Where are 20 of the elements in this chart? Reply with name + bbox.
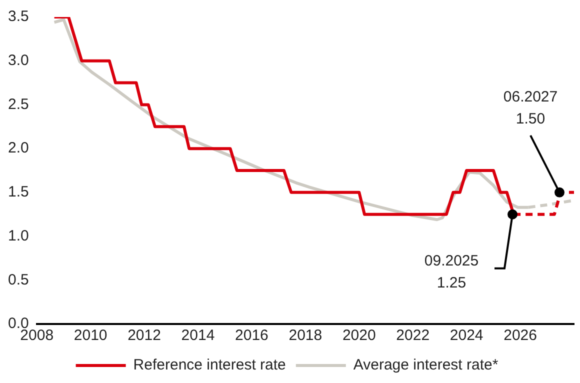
y-tick-label: 3.0	[8, 52, 29, 69]
x-tick-label: 2024	[450, 327, 484, 344]
x-tick-label: 2014	[181, 327, 215, 344]
x-tick-label: 2020	[342, 327, 376, 344]
x-tick-label: 2016	[235, 327, 268, 344]
y-tick-label: 1.0	[8, 227, 29, 244]
x-tick-label: 2012	[128, 327, 161, 344]
x-tick-label: 2010	[74, 327, 108, 344]
legend-label: Reference interest rate	[133, 356, 286, 374]
y-tick-label: 3.5	[8, 8, 29, 26]
y-tick-label: 0.5	[8, 271, 29, 288]
x-tick-label: 2026	[504, 327, 537, 344]
x-tick-label: 2018	[288, 327, 322, 344]
annotation: 09.2025 1.25	[424, 252, 479, 292]
y-tick-label: 1.5	[8, 184, 29, 201]
y-tick-label: 2.5	[8, 96, 29, 113]
x-tick-label: 2022	[396, 327, 430, 344]
legend-label: Average interest rate*	[353, 356, 498, 374]
annotation: 06.2027 1.50	[503, 88, 558, 128]
y-tick-label: 2.0	[8, 140, 29, 157]
